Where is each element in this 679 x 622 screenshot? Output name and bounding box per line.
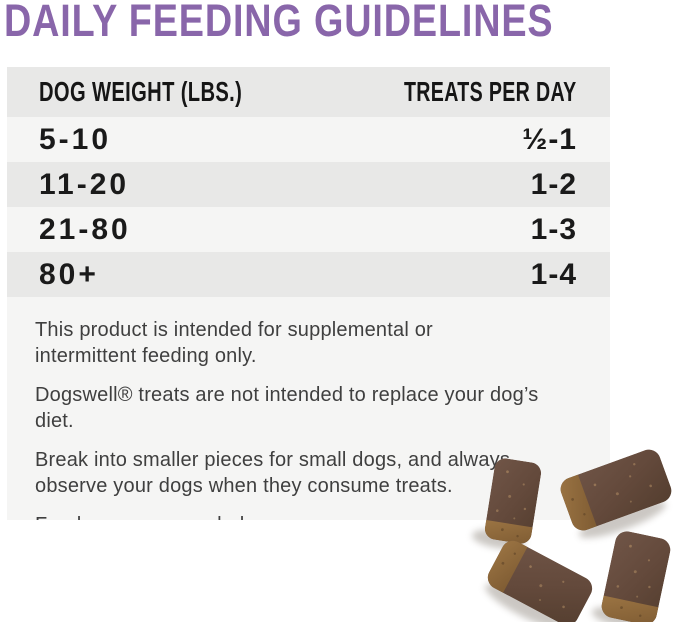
treat-piece bbox=[557, 446, 675, 538]
treats-cell: ½-1 bbox=[522, 122, 577, 156]
page-title: DAILY FEEDING GUIDELINES bbox=[4, 0, 554, 46]
table-row: 5-10 ½-1 bbox=[7, 117, 610, 162]
note-paragraph: Dogswell® treats are not intended to rep… bbox=[35, 384, 539, 432]
column-header-treats-per-day: TREATS PER DAY bbox=[404, 76, 577, 107]
treats-cell: 1-4 bbox=[530, 257, 577, 291]
treats-cell: 1-3 bbox=[530, 212, 577, 246]
treat-piece bbox=[591, 529, 673, 622]
column-header-dog-weight: DOG WEIGHT (LBS.) bbox=[39, 76, 243, 107]
feeding-notes: This product is intended for supplementa… bbox=[7, 297, 610, 520]
treats-cell: 1-2 bbox=[530, 167, 577, 201]
table-row: 80+ 1-4 bbox=[7, 252, 610, 297]
table-row: 11-20 1-2 bbox=[7, 162, 610, 207]
note-paragraph: This product is intended for supplementa… bbox=[35, 319, 433, 367]
weight-cell: 11-20 bbox=[39, 167, 130, 201]
note-paragraph: Break into smaller pieces for small dogs… bbox=[35, 449, 511, 497]
note-paragraph: Feed as recommended. bbox=[35, 512, 580, 520]
treats-photo: Four brown dog treat pieces bbox=[472, 446, 675, 622]
feeding-table-panel: DOG WEIGHT (LBS.) TREATS PER DAY 5-10 ½-… bbox=[7, 67, 610, 520]
table-row: 21-80 1-3 bbox=[7, 207, 610, 252]
weight-cell: 5-10 bbox=[39, 122, 112, 156]
table-header-row: DOG WEIGHT (LBS.) TREATS PER DAY bbox=[7, 67, 610, 117]
treat-piece bbox=[483, 536, 597, 622]
weight-cell: 80+ bbox=[39, 257, 99, 291]
weight-cell: 21-80 bbox=[39, 212, 131, 246]
treat-piece bbox=[472, 456, 543, 550]
